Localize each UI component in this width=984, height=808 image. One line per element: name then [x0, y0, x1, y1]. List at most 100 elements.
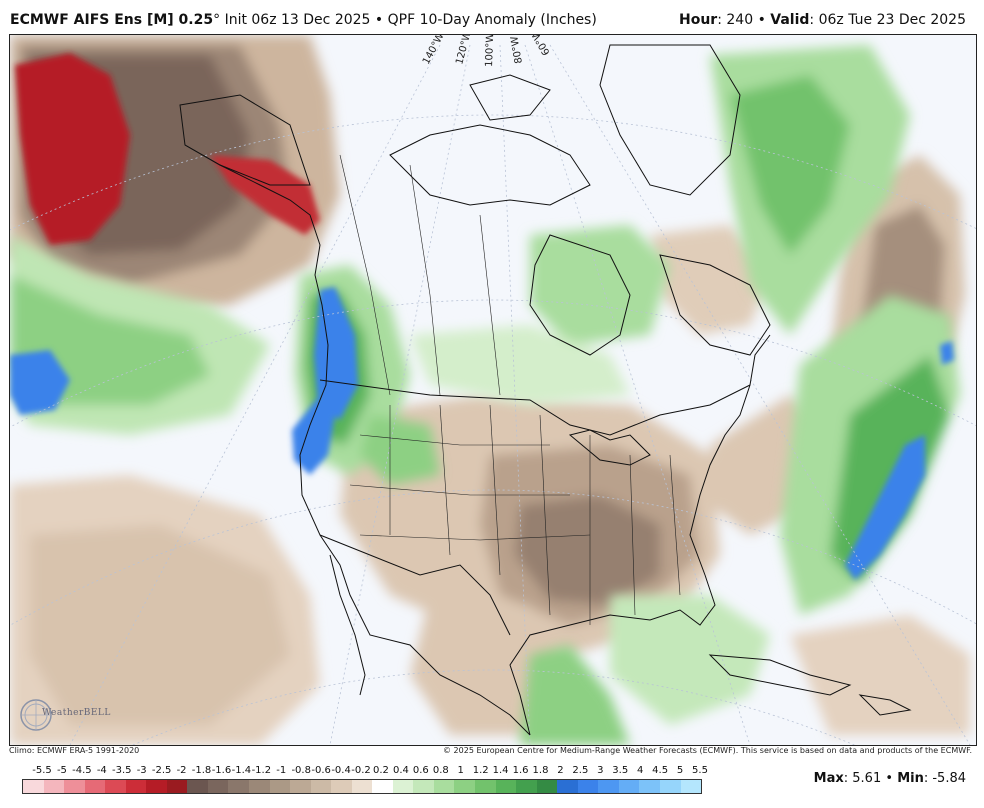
- colorbar-tick-label: 5.5: [692, 765, 708, 776]
- logo-text: WeatherBELL: [42, 708, 111, 718]
- colorbar-tick-label: -3: [136, 765, 147, 776]
- colorbar-swatch: [557, 780, 578, 793]
- weatherbell-logo: WeatherBELL: [14, 695, 110, 735]
- colorbar-swatch: [413, 780, 434, 793]
- colorbar-tick-label: 0.2: [373, 765, 389, 776]
- coastlines-borders: [179, 44, 912, 736]
- colorbar-swatch: [516, 780, 537, 793]
- colorbar-swatch: [475, 780, 496, 793]
- map-canvas: 140°W 120°W 100°W 80°W 60°W: [10, 35, 976, 745]
- graticule: [10, 44, 976, 745]
- colorbar-swatch: [392, 780, 414, 793]
- colorbar-tick-label: 1.6: [512, 765, 529, 776]
- lon-label-100w: 100°W: [484, 35, 496, 67]
- wet-anomaly-fields: [10, 45, 960, 745]
- colorbar-tick-label: -4.5: [72, 765, 92, 776]
- colorbar-tick-label: 3.5: [612, 765, 629, 776]
- valid-label: Valid: [770, 12, 810, 28]
- colorbar-tick-label: -1.2: [251, 765, 272, 776]
- colorbar-swatch: [310, 780, 332, 793]
- colorbar-swatch: [228, 780, 250, 793]
- min-value: : -5.84: [923, 771, 966, 786]
- logo-globe-icon: [20, 699, 52, 731]
- colorbar-tick-label: -1.6: [211, 765, 232, 776]
- colorbar-tick-label: 0.8: [432, 765, 449, 776]
- colorbar-swatch: [372, 780, 393, 793]
- colorbar-tick-label: -1.4: [231, 765, 252, 776]
- colorbar-tick-label: 1: [457, 765, 464, 776]
- product-name: QPF 10-Day Anomaly (Inches): [387, 12, 597, 28]
- colorbar-tick-label: -5.5: [32, 765, 52, 776]
- valid-value: : 06z Tue 23 Dec 2025: [809, 12, 966, 28]
- colorbar-tick-label: -4: [96, 765, 107, 776]
- colorbar-swatch: [331, 780, 352, 793]
- colorbar-swatch: [433, 780, 455, 793]
- colorbar-tick-label: 4.5: [652, 765, 669, 776]
- colorbar-swatch: [23, 780, 44, 793]
- colorbar-swatch: [166, 780, 188, 793]
- colorbar-tick-label: 5: [676, 765, 684, 776]
- colorbar-swatch: [84, 780, 106, 793]
- very-wet-fields: [10, 287, 954, 580]
- title-separator: •: [374, 12, 384, 28]
- colorbar-tick-label: 1.8: [532, 765, 549, 776]
- hour-label: Hour: [679, 12, 718, 28]
- state-province-lines: [339, 154, 681, 625]
- colorbar-swatch: [495, 780, 517, 793]
- colorbar-swatch: [680, 780, 702, 793]
- colorbar-tick-label: 0.6: [412, 765, 429, 776]
- init-time: Init 06z 13 Dec 2025: [224, 12, 371, 28]
- colorbar-tick-label: -0.4: [331, 765, 351, 776]
- colorbar-labels: -5.5 -5 -4.5 -4 -3.5 -3 -2.5 -2 -1.8 -1.6 -1.4 -1.2…: [22, 765, 708, 779]
- header-bullet: •: [757, 12, 766, 28]
- max-label: Max: [813, 771, 844, 786]
- max-value: : 5.61: [843, 771, 882, 786]
- map-header: ECMWF AIFS Ens [M] 0.25° Init 06z 13 Dec…: [0, 0, 984, 34]
- colorbar-tick-label: 1.4: [492, 765, 509, 776]
- colorbar-swatch: [125, 780, 147, 793]
- colorbar-tick-label: -3.5: [111, 765, 132, 776]
- copyright-note: © 2025 European Centre for Medium-Range …: [443, 746, 972, 755]
- anomaly-map[interactable]: 140°W 120°W 100°W 80°W 60°W: [9, 34, 977, 746]
- colorbar-tick-label: -0.8: [291, 765, 311, 776]
- colorbar-swatch: [454, 780, 476, 793]
- colorbar-swatch: [351, 780, 373, 793]
- climo-note: Climo: ECMWF ERA-5 1991-2020: [9, 746, 140, 755]
- model-name: ECMWF AIFS Ens [M] 0.25: [10, 12, 214, 28]
- colorbar-tick-label: -5: [56, 765, 67, 776]
- colorbar-swatch: [207, 780, 229, 793]
- hour-value: : 240: [717, 12, 754, 28]
- map-title: ECMWF AIFS Ens [M] 0.25° Init 06z 13 Dec…: [10, 12, 597, 28]
- degree-symbol: °: [213, 12, 221, 28]
- colorbar-swatch: [146, 780, 167, 793]
- maxmin-bullet: •: [885, 771, 894, 786]
- min-label: Min: [897, 771, 924, 786]
- colorbar-tick-label: -0.2: [351, 765, 371, 776]
- colorbar-swatch: [577, 780, 599, 793]
- valid-time-block: Hour: 240 • Valid: 06z Tue 23 Dec 2025: [679, 12, 966, 28]
- colorbar-swatch: [536, 780, 558, 793]
- colorbar-tick-label: -2: [176, 765, 187, 776]
- colorbar-swatch: [659, 780, 681, 793]
- colorbar-legend: [22, 779, 702, 794]
- colorbar-swatch: [64, 780, 85, 793]
- colorbar-swatch: [187, 780, 208, 793]
- colorbar-tick-label: 3: [597, 765, 604, 776]
- very-dry-fields: [15, 53, 320, 245]
- colorbar-swatch: [639, 780, 660, 793]
- colorbar-tick-label: 2: [557, 765, 564, 776]
- colorbar-tick-label: -1.8: [191, 765, 212, 776]
- colorbar-tick-label: 2.5: [572, 765, 589, 776]
- colorbar-tick-label: -1: [276, 765, 287, 776]
- colorbar-swatch: [249, 780, 270, 793]
- colorbar-tick-label: -0.6: [311, 765, 331, 776]
- colorbar-swatch: [43, 780, 65, 793]
- max-min-readout: Max: 5.61 • Min: -5.84: [814, 771, 966, 786]
- colorbar-tick-label: 4: [636, 765, 644, 776]
- colorbar-swatch: [598, 780, 619, 793]
- colorbar-swatch: [269, 780, 291, 793]
- colorbar-tick-label: -2.5: [151, 765, 172, 776]
- colorbar-tick-label: 1.2: [472, 765, 489, 776]
- colorbar-swatch: [290, 780, 311, 793]
- colorbar-swatch: [105, 780, 126, 793]
